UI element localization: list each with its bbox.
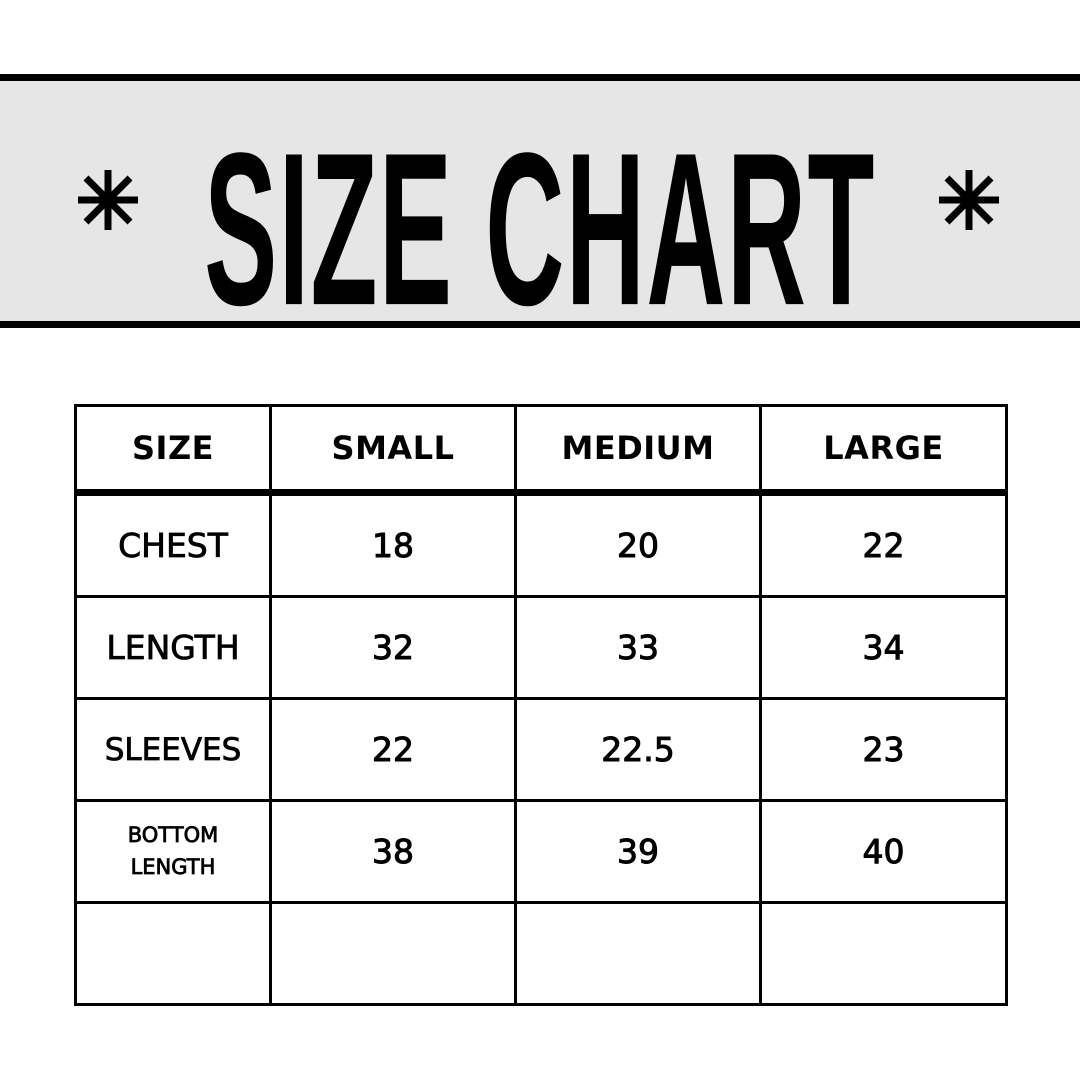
cell-value: 20 xyxy=(514,491,762,598)
row-label: SLEEVES xyxy=(74,697,272,802)
table-row: CHEST 18 20 22 xyxy=(74,491,1008,598)
row-label: LENGTH xyxy=(74,595,272,700)
table-row: LENGTH 32 33 34 xyxy=(74,595,1008,700)
cell-value: 39 xyxy=(514,799,762,904)
table-row: BOTTOM LENGTH 38 39 40 xyxy=(74,799,1008,904)
header-small: SMALL xyxy=(269,404,517,496)
cell-value: 23 xyxy=(759,697,1008,802)
header-large: LARGE xyxy=(759,404,1008,496)
empty-cell xyxy=(514,901,762,1006)
cell-value: 34 xyxy=(759,595,1008,700)
title-banner xyxy=(0,74,1080,328)
header-size: SIZE xyxy=(74,404,272,496)
cell-value: 18 xyxy=(269,491,517,598)
empty-row xyxy=(74,901,1008,1006)
cell-value: 22 xyxy=(269,697,517,802)
cell-value: 32 xyxy=(269,595,517,700)
row-label: BOTTOM LENGTH xyxy=(74,799,272,904)
cell-value: 40 xyxy=(759,799,1008,904)
row-label: CHEST xyxy=(74,491,272,598)
table-row: SLEEVES 22 22.5 23 xyxy=(74,697,1008,802)
header-row: SIZE SMALL MEDIUM LARGE xyxy=(74,404,1008,496)
header-medium: MEDIUM xyxy=(514,404,762,496)
cell-value: 22.5 xyxy=(514,697,762,802)
cell-value: 22 xyxy=(759,491,1008,598)
empty-cell xyxy=(74,901,272,1006)
cell-value: 38 xyxy=(269,799,517,904)
page-title: SIZE CHART xyxy=(204,106,876,351)
asterisk-icon xyxy=(78,170,138,230)
empty-cell xyxy=(759,901,1008,1006)
empty-cell xyxy=(269,901,517,1006)
size-chart-table: SIZE SMALL MEDIUM LARGE CHEST 18 20 22 L… xyxy=(74,404,1008,1006)
cell-value: 33 xyxy=(514,595,762,700)
asterisk-icon xyxy=(939,170,999,230)
